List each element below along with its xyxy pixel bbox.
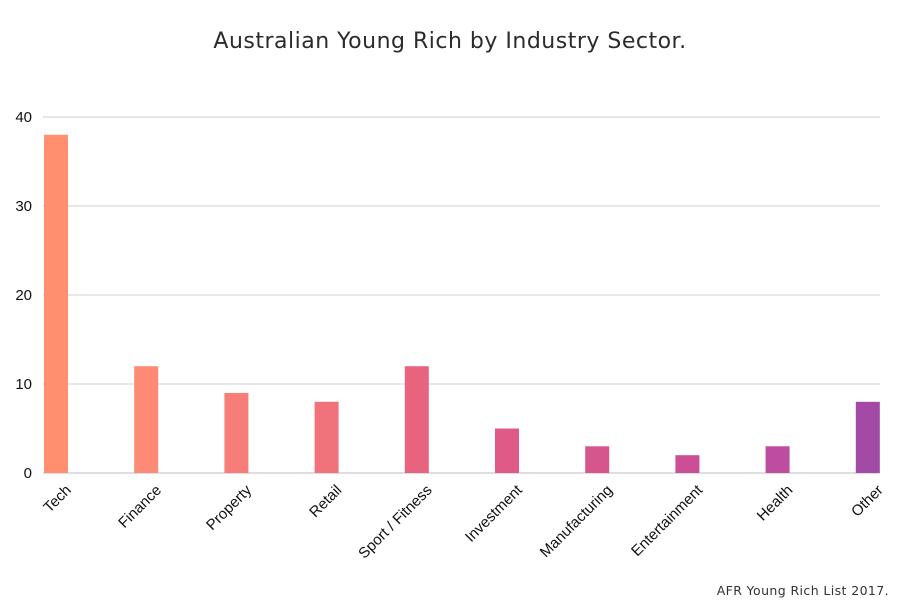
x-tick-label: Manufacturing [537,482,616,561]
y-tick-label: 10 [15,376,32,393]
y-tick-label: 20 [15,287,32,304]
bar-tech [44,134,68,474]
x-tick-label: Tech [40,482,74,516]
y-tick-label: 0 [24,465,32,482]
bar-property [224,392,249,473]
bar-investment [495,428,519,473]
bar-sport-fitness [404,366,429,473]
x-tick-label: Retail [306,482,345,521]
bars [44,134,880,474]
chart-title: Australian Young Rich by Industry Sector… [213,29,686,54]
bar-finance [134,366,159,473]
x-tick-label: Sport / Fitness [355,482,435,562]
gridlines [43,116,880,474]
x-tick-label: Entertainment [628,481,707,560]
bar-retail [314,401,339,473]
bar-entertainment [675,455,700,473]
bar-manufacturing [585,446,610,473]
source-note: AFR Young Rich List 2017. [717,583,889,598]
x-tick-label: Investment [462,481,526,545]
x-tick-label: Health [754,482,797,525]
x-axis-labels: Tech Finance Property Retail Sport / Fitness… [40,481,886,562]
bar-health [765,446,790,473]
x-tick-label: Finance [115,482,165,532]
x-tick-label: Property [203,481,255,533]
y-tick-label: 30 [15,198,32,215]
y-tick-label: 40 [15,109,32,126]
bar-other [855,401,880,473]
y-axis-ticks: 0 10 20 30 40 [15,109,32,482]
x-tick-label: Other [848,482,887,521]
